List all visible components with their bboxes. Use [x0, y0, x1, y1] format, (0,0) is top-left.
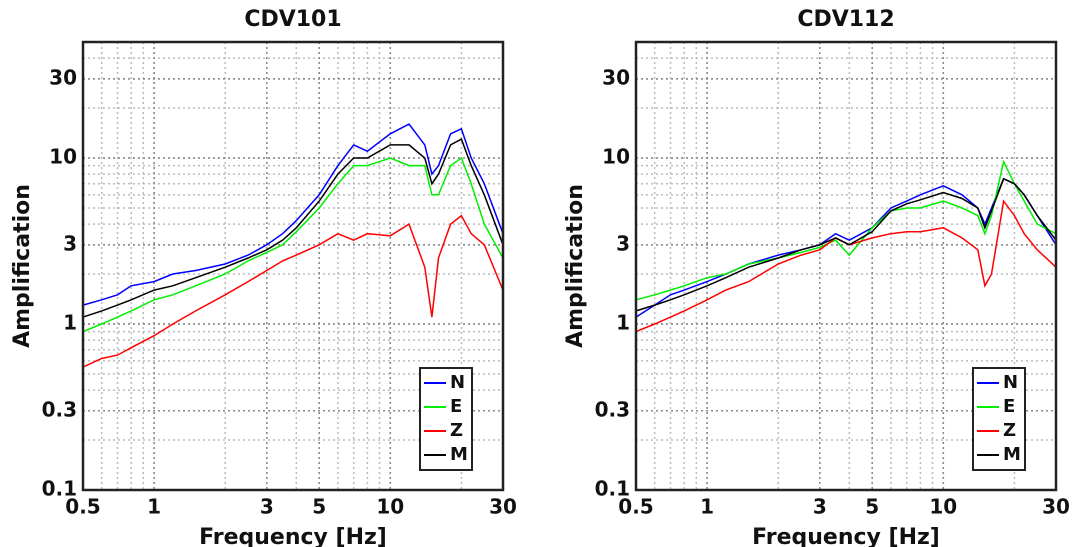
legend-box [419, 367, 473, 471]
series-line [635, 159, 1057, 301]
series-line [82, 138, 504, 318]
legend-label: N [1003, 372, 1018, 393]
x-tick-label: 3 [813, 495, 827, 519]
chart-title: CDV112 [797, 7, 894, 32]
y-tick-label: 3 [63, 231, 77, 255]
chart-title: CDV101 [244, 7, 341, 32]
series-line [82, 214, 504, 368]
axes-frame [81, 40, 505, 492]
y-tick-label: 0.3 [42, 397, 77, 421]
x-tick-label: 10 [376, 495, 404, 519]
y-tick-label: 10 [602, 145, 630, 169]
y-tick-label: 0.1 [42, 477, 77, 501]
x-tick-label: 0.5 [65, 495, 100, 519]
legend-label: Z [1003, 420, 1016, 441]
legend-label: E [450, 396, 462, 417]
y-tick-label: 1 [63, 311, 77, 335]
series-line [635, 199, 1057, 333]
series-line [82, 156, 504, 333]
y-axis-label: Amplification [10, 184, 35, 348]
x-axis-label: Frequency [Hz] [752, 525, 940, 547]
legend-label: M [1003, 444, 1021, 465]
x-tick-label: 30 [489, 495, 517, 519]
x-tick-label: 0.5 [618, 495, 653, 519]
axes-frame [634, 40, 1058, 492]
legend-box [972, 367, 1026, 471]
x-tick-label: 1 [700, 495, 714, 519]
legend-label: E [1003, 396, 1015, 417]
x-tick-label: 1 [147, 495, 161, 519]
series-line [82, 123, 504, 306]
legend-label: Z [450, 420, 463, 441]
legend-label: M [450, 444, 468, 465]
x-tick-label: 10 [929, 495, 957, 519]
legend-label: N [450, 372, 465, 393]
x-tick-label: 3 [260, 495, 274, 519]
y-tick-label: 0.1 [595, 477, 630, 501]
y-tick-label: 3 [616, 231, 630, 255]
series-line [635, 177, 1057, 312]
y-tick-label: 30 [602, 65, 630, 89]
x-tick-label: 5 [865, 495, 879, 519]
y-tick-label: 0.3 [595, 397, 630, 421]
x-tick-label: 30 [1042, 495, 1070, 519]
y-tick-label: 1 [616, 311, 630, 335]
y-axis-label: Amplification [563, 184, 588, 348]
x-tick-label: 5 [312, 495, 326, 519]
y-tick-label: 10 [49, 145, 77, 169]
y-tick-label: 30 [49, 65, 77, 89]
x-axis-label: Frequency [Hz] [199, 525, 387, 547]
